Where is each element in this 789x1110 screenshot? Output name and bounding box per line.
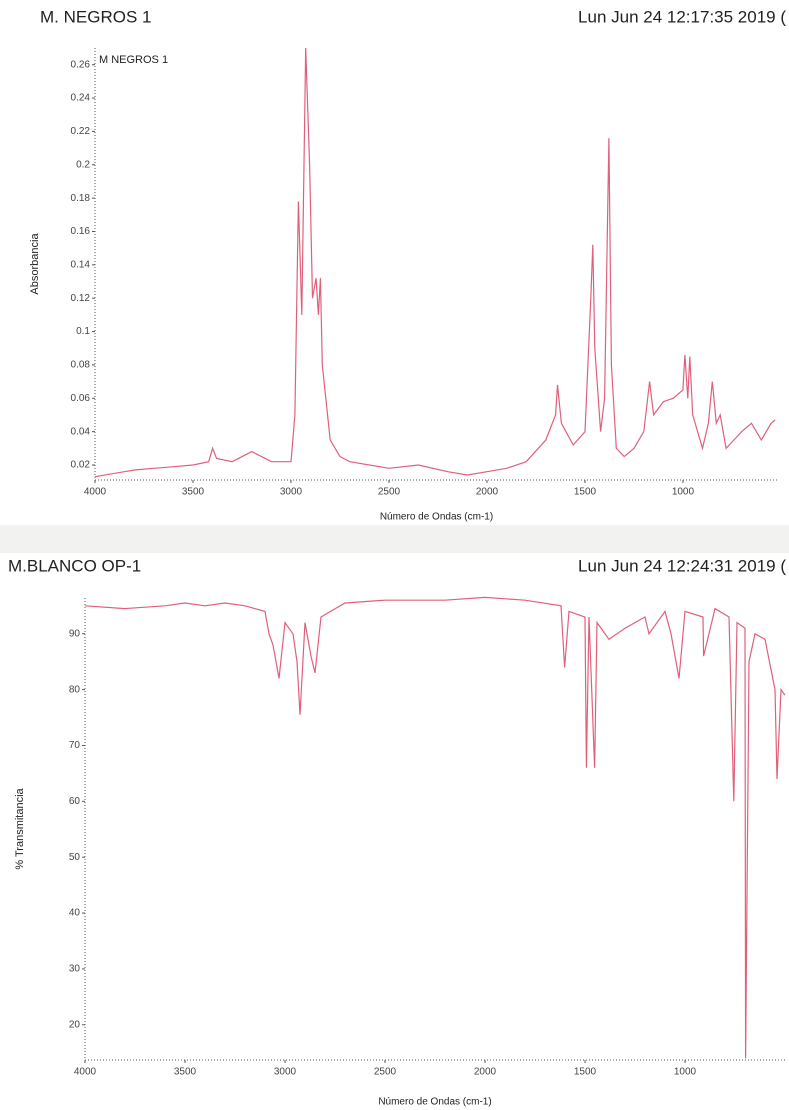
x-tick-label: 1500 <box>574 487 597 498</box>
x-tick-label: 2500 <box>378 487 401 498</box>
x-tick-label: 1000 <box>672 487 695 498</box>
y-tick-label: 0.02 <box>71 460 91 471</box>
y-axis-label: Absorbancia <box>29 233 41 295</box>
y-tick-label: 60 <box>69 796 81 807</box>
y-tick-label: 0.16 <box>71 226 91 237</box>
y-tick-label: 0.06 <box>71 393 91 404</box>
chart-title: M.BLANCO OP-1 <box>8 556 141 575</box>
spectrum-line <box>84 596 786 1059</box>
y-tick-label: 0.26 <box>71 59 91 70</box>
y-tick-label: 0.04 <box>71 426 91 437</box>
y-tick-label: 80 <box>69 684 81 695</box>
x-axis-label: Número de Ondas (cm-1) <box>378 1097 491 1108</box>
y-tick-label: 0.18 <box>71 193 91 204</box>
chart-title: M. NEGROS 1 <box>40 7 151 26</box>
x-axis-label: Número de Ondas (cm-1) <box>380 512 493 523</box>
y-tick-label: 0.12 <box>71 293 91 304</box>
chart-date: Lun Jun 24 12:17:35 2019 ( <box>578 7 786 26</box>
y-tick-label: 40 <box>69 908 81 919</box>
y-tick-label: 0.08 <box>71 360 91 371</box>
x-tick-label: 2500 <box>374 1067 397 1078</box>
x-tick-label: 3000 <box>280 487 303 498</box>
x-tick-label: 3500 <box>174 1067 197 1078</box>
y-tick-label: 0.1 <box>76 326 90 337</box>
x-tick-label: 2000 <box>474 1067 497 1078</box>
y-tick-label: 70 <box>69 740 81 751</box>
x-tick-label: 2000 <box>476 487 499 498</box>
chart-date: Lun Jun 24 12:24:31 2019 ( <box>578 556 786 575</box>
y-tick-label: 0.24 <box>71 93 91 104</box>
band <box>0 525 789 553</box>
x-tick-label: 1500 <box>574 1067 597 1078</box>
y-axis-label: % Transmitancia <box>14 787 26 869</box>
legend-label: M NEGROS 1 <box>99 54 168 66</box>
y-tick-label: 0.22 <box>71 126 91 137</box>
y-tick-label: 30 <box>69 964 81 975</box>
x-tick-label: 3500 <box>182 487 205 498</box>
x-tick-label: 4000 <box>84 487 107 498</box>
x-tick-label: 1000 <box>674 1067 697 1078</box>
x-tick-label: 4000 <box>74 1067 97 1078</box>
y-tick-label: 0.14 <box>71 259 91 270</box>
y-tick-label: 0.2 <box>76 159 90 170</box>
y-tick-label: 90 <box>69 628 81 639</box>
y-tick-label: 20 <box>69 1019 81 1030</box>
y-tick-label: 50 <box>69 852 81 863</box>
x-tick-label: 3000 <box>274 1067 297 1078</box>
spectrum-line <box>94 47 776 478</box>
